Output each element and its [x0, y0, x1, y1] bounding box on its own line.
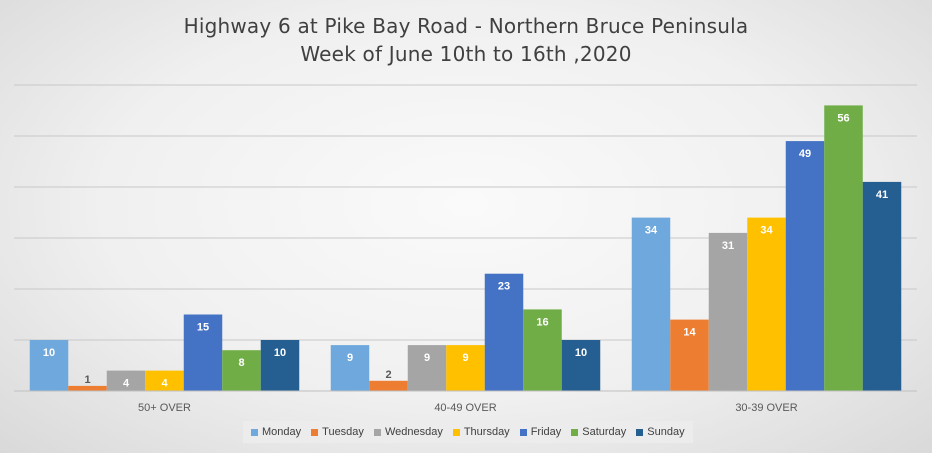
data-label: 49	[799, 148, 811, 160]
legend-label: Sunday	[647, 426, 685, 438]
data-label: 9	[347, 352, 353, 364]
bar-saturday	[222, 350, 261, 391]
legend-label: Friday	[530, 426, 562, 438]
data-label: 2	[385, 369, 391, 381]
legend-item: Saturday	[571, 426, 626, 438]
legend-swatch	[519, 428, 527, 436]
data-label: 4	[161, 378, 168, 390]
legend-swatch	[636, 428, 644, 436]
legend-swatch	[311, 428, 319, 436]
bar-thursday	[145, 370, 184, 391]
legend-label: Thursday	[463, 426, 510, 438]
bar-wednesday	[708, 232, 748, 391]
data-label: 14	[683, 327, 696, 339]
bar-wednesday	[106, 370, 146, 391]
legend-item: Thursday	[452, 426, 510, 438]
bar-monday	[29, 340, 69, 391]
bar-thursday	[747, 217, 786, 391]
data-label: 10	[575, 347, 587, 359]
chart-title: Highway 6 at Pike Bay Road - Northern Br…	[183, 14, 749, 38]
data-label: 34	[760, 225, 773, 237]
legend-item: Friday	[519, 426, 562, 438]
legend-swatch	[373, 428, 381, 436]
bar-thursday	[446, 345, 485, 391]
data-label: 15	[197, 322, 209, 334]
category-label: 30-39 OVER	[735, 402, 797, 414]
bar-wednesday	[407, 345, 447, 391]
data-label: 56	[837, 112, 849, 124]
category-label: 40-49 OVER	[434, 402, 496, 414]
bar-friday	[183, 314, 223, 391]
bar-saturday	[523, 309, 562, 391]
legend-item: Sunday	[636, 426, 685, 438]
bar-sunday	[561, 340, 601, 391]
legend-item: Tuesday	[311, 426, 364, 438]
bar-saturday	[824, 105, 863, 392]
legend: Monday Tuesday Wednesday Thursday Friday Satu…	[243, 421, 693, 443]
bar-sunday	[862, 181, 902, 391]
data-label: 9	[462, 352, 468, 364]
bar-tuesday	[670, 319, 709, 391]
data-label: 16	[536, 316, 548, 328]
bar-monday	[330, 345, 370, 391]
data-label: 34	[645, 225, 658, 237]
legend-label: Tuesday	[322, 426, 364, 438]
legend-swatch	[571, 428, 579, 436]
legend-swatch	[452, 428, 460, 436]
bar-friday	[785, 141, 825, 391]
category-label: 50+ OVER	[138, 402, 191, 414]
bar-friday	[484, 273, 524, 391]
bar-sunday	[260, 340, 300, 391]
data-label: 4	[123, 378, 130, 390]
legend-item: Monday	[251, 426, 301, 438]
legend-swatch	[251, 428, 258, 436]
bar-monday	[631, 217, 671, 391]
legend-item: Wednesday	[373, 426, 443, 438]
legend-label: Wednesday	[384, 426, 443, 438]
legend-label: Saturday	[582, 426, 627, 438]
data-label: 10	[274, 347, 286, 359]
data-label: 41	[876, 189, 888, 201]
chart-subtitle: Week of June 10th to 16th ,2020	[300, 42, 632, 66]
bar-tuesday	[369, 380, 408, 391]
legend-label: Monday	[262, 426, 302, 438]
data-label: 10	[43, 347, 55, 359]
data-label: 8	[238, 357, 244, 369]
bar-tuesday	[68, 385, 107, 391]
data-label: 9	[424, 352, 430, 364]
data-label: 23	[498, 281, 510, 293]
data-label: 31	[722, 240, 734, 252]
data-label: 1	[84, 374, 90, 386]
